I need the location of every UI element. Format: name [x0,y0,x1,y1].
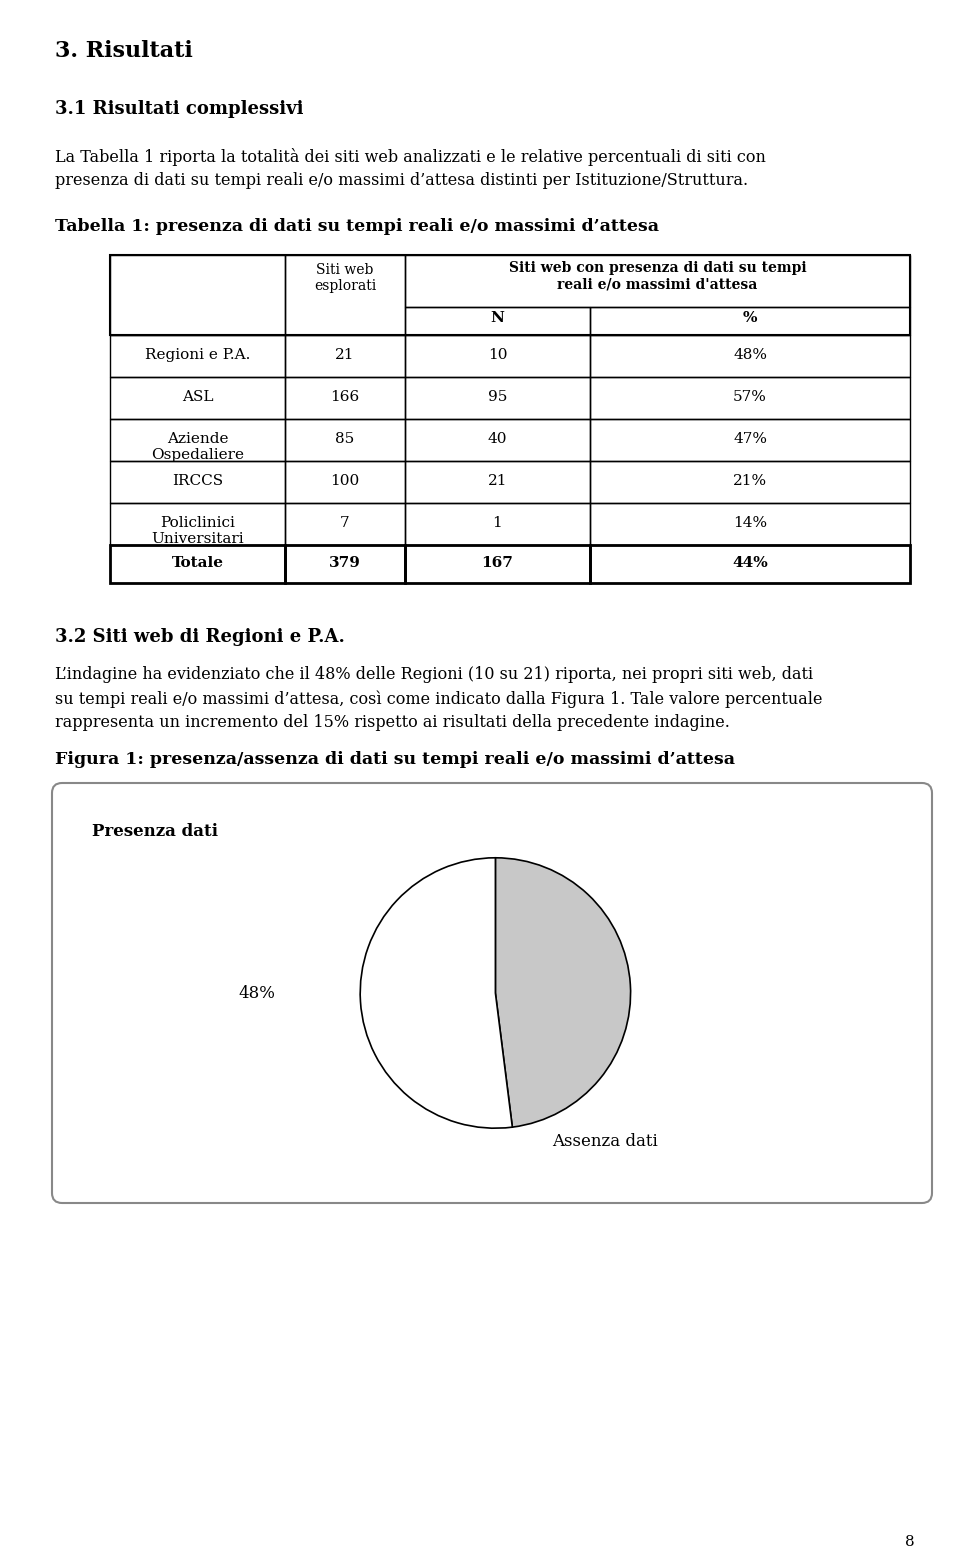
Text: 48%: 48% [733,349,767,363]
Wedge shape [495,857,631,1127]
Bar [405,335,590,377]
Text: Policlinici
Universitari: Policlinici Universitari [151,516,244,546]
Text: Totale: Totale [172,556,224,570]
Text: Siti web
esplorati: Siti web esplorati [314,264,376,293]
Bar [405,460,590,504]
Text: IRCCS: IRCCS [172,474,223,488]
Bar [110,377,285,418]
Text: 48%: 48% [239,984,276,1001]
Text: 47%: 47% [733,432,767,446]
Text: Aziende
Ospedaliere: Aziende Ospedaliere [151,432,244,462]
Text: 3.1 Risultati complessivi: 3.1 Risultati complessivi [55,101,303,118]
Bar [590,335,910,377]
Bar [285,460,405,504]
Text: 379: 379 [329,556,361,570]
Text: 57%: 57% [733,391,767,405]
Text: 100: 100 [330,474,360,488]
Text: rappresenta un incremento del 15% rispetto ai risultati della precedente indagin: rappresenta un incremento del 15% rispet… [55,715,730,732]
Bar [405,546,590,583]
Bar [110,504,285,546]
Text: 166: 166 [330,391,360,405]
Bar [405,256,910,307]
Text: 40: 40 [488,432,507,446]
Bar [590,307,910,335]
Text: 14%: 14% [732,516,767,530]
Text: L’indagine ha evidenziato che il 48% delle Regioni (10 su 21) riporta, nei propr: L’indagine ha evidenziato che il 48% del… [55,666,813,684]
Bar [110,256,285,335]
Text: 21: 21 [335,349,355,363]
Text: 167: 167 [482,556,514,570]
Text: 8: 8 [905,1534,915,1548]
Text: 3. Risultati: 3. Risultati [55,40,193,62]
Text: presenza di dati su tempi reali e/o massimi d’attesa distinti per Istituzione/St: presenza di dati su tempi reali e/o mass… [55,172,748,189]
Text: 3.2 Siti web di Regioni e P.A.: 3.2 Siti web di Regioni e P.A. [55,628,345,646]
Bar [110,460,285,504]
Bar [590,418,910,460]
Bar [110,418,285,460]
Text: ASL: ASL [181,391,213,405]
Text: %: % [743,312,757,326]
Text: Assenza dati: Assenza dati [552,1133,658,1150]
Bar [285,335,405,377]
Bar [590,377,910,418]
Text: 10: 10 [488,349,507,363]
Bar [590,504,910,546]
Bar [110,256,910,335]
Text: 21%: 21% [732,474,767,488]
Text: 85: 85 [335,432,354,446]
Bar [285,256,405,335]
Bar [110,546,285,583]
Text: La Tabella 1 riporta la totalità dei siti web analizzati e le relative percentua: La Tabella 1 riporta la totalità dei sit… [55,147,766,166]
Bar [590,460,910,504]
Bar [285,418,405,460]
Text: Figura 1: presenza/assenza di dati su tempi reali e/o massimi d’attesa: Figura 1: presenza/assenza di dati su te… [55,752,735,767]
Text: Regioni e P.A.: Regioni e P.A. [145,349,251,363]
Bar [405,377,590,418]
Text: Presenza dati: Presenza dati [92,823,218,840]
Text: 7: 7 [340,516,349,530]
Bar [110,335,285,377]
Bar [405,504,590,546]
Bar [590,546,910,583]
Text: 1: 1 [492,516,502,530]
Text: 95: 95 [488,391,507,405]
Text: N: N [491,312,504,326]
Text: Siti web con presenza di dati su tempi
reali e/o massimi d'attesa: Siti web con presenza di dati su tempi r… [509,260,806,291]
Text: su tempi reali e/o massimi d’attesa, così come indicato dalla Figura 1. Tale val: su tempi reali e/o massimi d’attesa, cos… [55,690,823,707]
Text: Tabella 1: presenza di dati su tempi reali e/o massimi d’attesa: Tabella 1: presenza di dati su tempi rea… [55,219,659,236]
Bar [405,307,590,335]
Bar [285,377,405,418]
Wedge shape [360,857,513,1128]
FancyBboxPatch shape [52,783,932,1203]
Bar [405,418,590,460]
Bar [285,546,405,583]
Text: 21: 21 [488,474,507,488]
Bar [285,504,405,546]
Text: 44%: 44% [732,556,768,570]
Text: 52%: 52% [504,944,540,961]
